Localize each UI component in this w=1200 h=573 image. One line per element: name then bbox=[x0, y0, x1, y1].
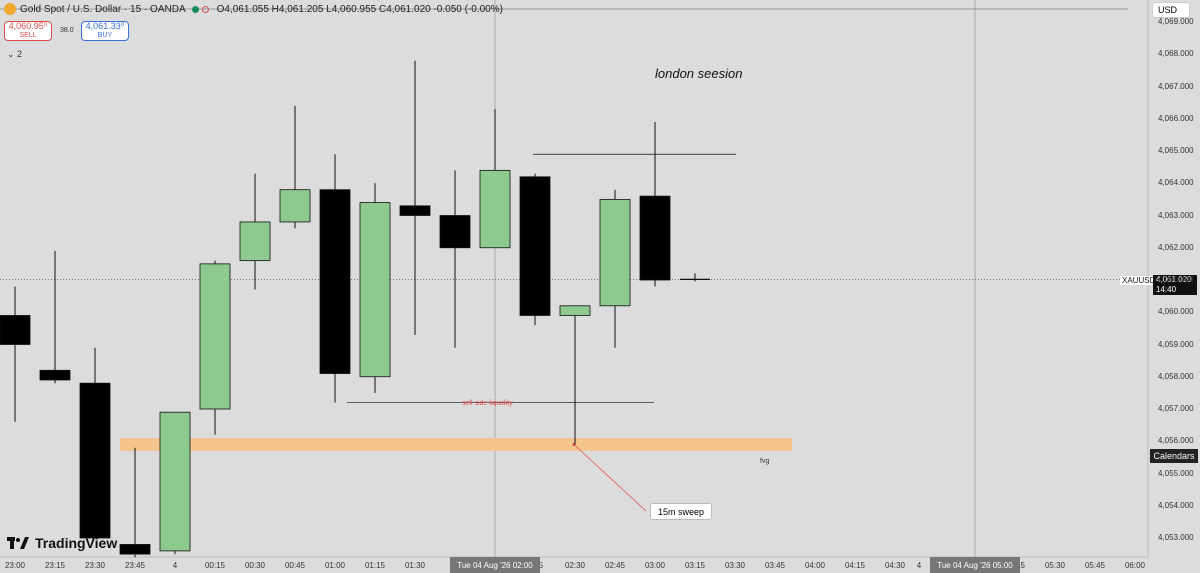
price-tick-label: 4,062.000 bbox=[1158, 242, 1194, 252]
price-tick-label: 4,057.000 bbox=[1158, 404, 1194, 413]
price-tick-label: 4,061.000 bbox=[1158, 275, 1194, 284]
buy-button[interactable]: 4,061.33⁰ BUY bbox=[81, 21, 129, 41]
price-tick-label: 4,058.000 bbox=[1158, 371, 1194, 381]
sell-label: SELL bbox=[19, 32, 37, 39]
sell-button[interactable]: 4,060.95⁰ SELL bbox=[4, 21, 52, 41]
price-tick-label: 4,066.000 bbox=[1158, 113, 1194, 123]
time-tick-label: 00:15 bbox=[204, 561, 226, 570]
price-tick-label: 4,067.000 bbox=[1158, 81, 1194, 91]
data-status-icon bbox=[201, 5, 209, 13]
bear-candle-body bbox=[399, 205, 431, 216]
tradingview-logo: TradingView bbox=[7, 535, 117, 551]
price-tick-label: 4,054.000 bbox=[1158, 500, 1194, 510]
annotation-london-session[interactable]: london seesion bbox=[655, 66, 743, 81]
time-tick-label: 00:45 bbox=[284, 561, 306, 570]
calendars-button[interactable]: Calendars bbox=[1150, 449, 1198, 463]
price-tick-label: 4,063.000 bbox=[1158, 210, 1194, 220]
price-tick-label: 4,055.000 bbox=[1158, 468, 1194, 478]
current-price-label: 4,061.020 14:40 bbox=[1153, 275, 1197, 295]
time-tick-label: 04:15 bbox=[844, 561, 866, 570]
bear-candle-body bbox=[79, 382, 111, 539]
time-tick-label: 04:00 bbox=[804, 561, 826, 570]
currency-selector[interactable]: USD bbox=[1152, 2, 1190, 18]
gold-symbol-icon bbox=[4, 3, 16, 15]
time-tick-label: 03:30 bbox=[724, 561, 746, 570]
time-tick-label: 23:00 bbox=[4, 561, 26, 570]
price-tick-label: 4,056.000 bbox=[1158, 436, 1194, 446]
time-tick-label: 02:45 bbox=[604, 561, 626, 570]
time-tick-label: 03:00 bbox=[644, 561, 666, 570]
price-tick-label: 4,065.000 bbox=[1158, 146, 1194, 155]
bear-candle-body bbox=[39, 369, 71, 381]
bear-candle-body bbox=[119, 544, 151, 555]
time-tick-label: 01:30 bbox=[404, 561, 426, 570]
time-highlight-label: Tue 04 Aug '26 05:00 bbox=[930, 557, 1020, 573]
buy-label: BUY bbox=[97, 32, 113, 39]
time-highlight-label: Tue 04 Aug '26 02:00 bbox=[450, 557, 540, 573]
time-tick-label: 4 bbox=[916, 561, 922, 570]
time-tick-label: 03:45 bbox=[764, 561, 786, 570]
fvg-zone bbox=[120, 438, 792, 451]
status-dots bbox=[191, 5, 209, 13]
tradingview-logo-icon bbox=[7, 537, 29, 549]
spread-value: 38.0 bbox=[60, 27, 74, 34]
sweep-pointer-line bbox=[573, 444, 647, 512]
bear-candle-body bbox=[519, 176, 551, 316]
price-tick-label: 4,053.000 bbox=[1158, 533, 1194, 542]
bull-candle-body bbox=[239, 221, 271, 262]
time-tick-label: 01:00 bbox=[324, 561, 346, 570]
time-tick-label: 5 bbox=[538, 561, 544, 570]
time-tick-label: 01:15 bbox=[364, 561, 386, 570]
time-tick-label: 06:00 bbox=[1124, 561, 1146, 570]
bull-candle-body bbox=[479, 169, 511, 249]
price-tick-label: 4,064.000 bbox=[1158, 178, 1194, 188]
time-tick-label: 04:30 bbox=[884, 561, 906, 570]
annotation-15m-sweep[interactable]: 15m sweep bbox=[650, 503, 712, 520]
price-tick-label: 4,068.000 bbox=[1158, 49, 1194, 59]
price-tick-label: 4,069.000 bbox=[1158, 17, 1194, 26]
time-tick-label: 23:30 bbox=[84, 561, 106, 570]
bull-candle-body bbox=[359, 202, 391, 378]
bear-candle-body bbox=[319, 189, 351, 374]
time-tick-label: 23:45 bbox=[124, 561, 146, 570]
time-tick-label: 00:30 bbox=[244, 561, 266, 570]
sell-price: 4,060.95⁰ bbox=[8, 21, 48, 31]
time-tick-label: 23:15 bbox=[44, 561, 66, 570]
bar-countdown: 14:40 bbox=[1156, 285, 1177, 294]
bull-candle-body bbox=[279, 189, 311, 223]
price-symbol-tag: XAUUSD bbox=[1120, 276, 1158, 285]
bull-candle-body bbox=[559, 305, 591, 316]
time-tick-label: 03:15 bbox=[684, 561, 706, 570]
time-tick-label: 05:30 bbox=[1044, 561, 1066, 570]
indicators-toggle[interactable]: ⌄ 2 bbox=[7, 49, 23, 59]
time-tick-label: 02:30 bbox=[564, 561, 586, 570]
bull-candle-body bbox=[159, 411, 191, 552]
bull-candle-body bbox=[599, 198, 631, 307]
bear-candle-body bbox=[439, 215, 471, 249]
current-price-value: 4,061.020 bbox=[1156, 275, 1192, 284]
bear-candle-body bbox=[0, 315, 31, 345]
price-tick-label: 4,060.000 bbox=[1158, 307, 1194, 317]
symbol-title[interactable]: Gold Spot / U.S. Dollar · 15 · OANDA bbox=[20, 3, 186, 15]
price-tick-label: 4,059.000 bbox=[1158, 339, 1194, 349]
market-open-icon bbox=[191, 5, 199, 13]
bull-candle-body bbox=[199, 263, 231, 410]
annotation-sell-side-liquidity[interactable]: sell side liquidity bbox=[462, 400, 513, 407]
time-tick-label: 05:45 bbox=[1084, 561, 1106, 570]
annotation-fvg[interactable]: fvg bbox=[760, 458, 770, 465]
ohlc-values: O4,061.055 H4,061.205 L4,060.955 C4,061.… bbox=[216, 3, 503, 15]
bear-candle-body bbox=[639, 195, 671, 281]
buy-price: 4,061.33⁰ bbox=[85, 21, 125, 31]
chart-header: Gold Spot / U.S. Dollar · 15 · OANDA O4,… bbox=[0, 0, 503, 18]
time-tick-label: 4 bbox=[172, 561, 178, 570]
brand-name: TradingView bbox=[35, 535, 118, 551]
